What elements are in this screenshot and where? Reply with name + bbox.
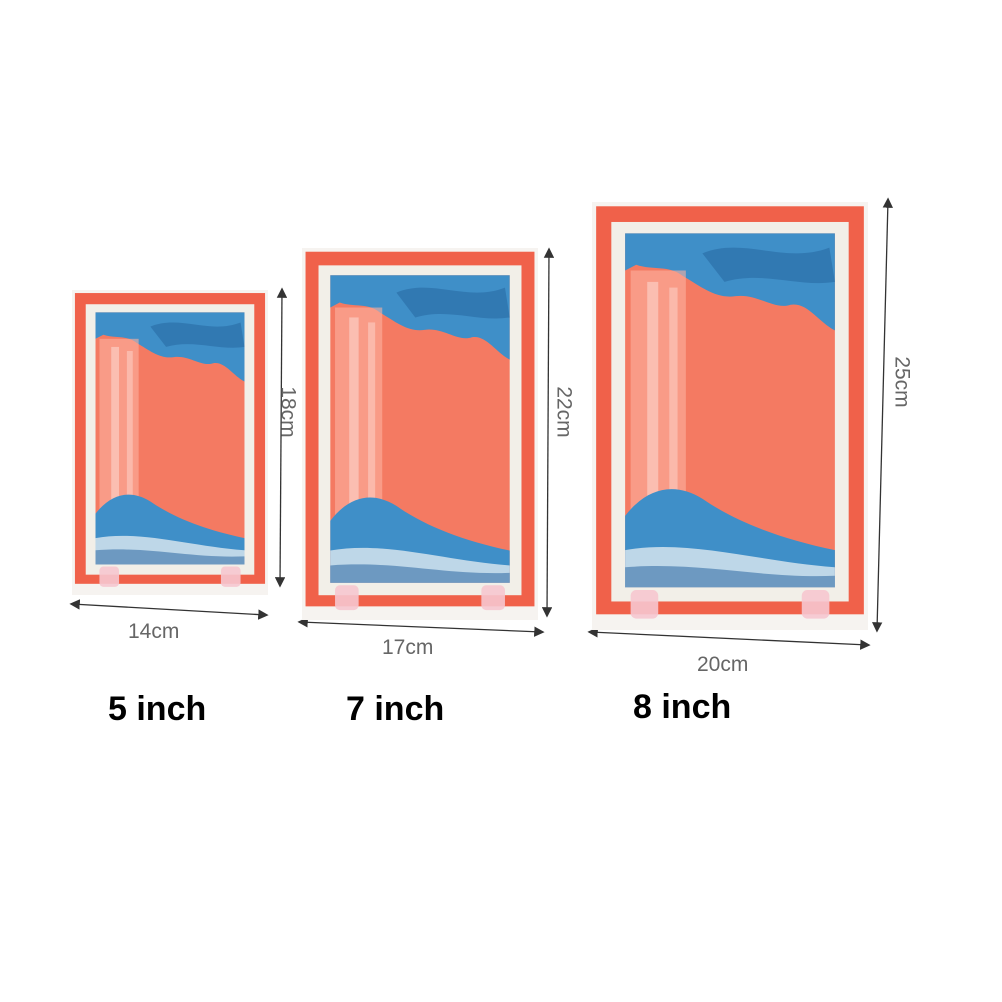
size-label-5-inch: 5 inch (108, 690, 207, 728)
width-label-8-inch: 20cm (697, 653, 749, 676)
sand-art-frame-5-inch (72, 290, 268, 595)
height-arrow-2 (541, 247, 555, 618)
stand-left (630, 590, 659, 619)
stand-right (801, 590, 830, 619)
sand-stream (335, 307, 383, 521)
sand-stream (630, 270, 686, 516)
width-arrow-1 (69, 599, 269, 620)
stand-left (335, 585, 359, 611)
size-label-8-inch: 8 inch (633, 688, 732, 726)
sand-art-frame-8-inch (592, 202, 868, 630)
height-label-7-inch: 22cm (552, 386, 576, 438)
stand-right (481, 585, 505, 611)
stand-right (220, 566, 241, 587)
stand-left (99, 566, 120, 587)
sand-stream (99, 338, 139, 514)
width-label-7-inch: 17cm (382, 636, 434, 659)
size-label-7-inch: 7 inch (346, 690, 445, 728)
sand-art-frame-7-inch (302, 248, 538, 620)
width-arrow-3 (587, 627, 871, 650)
width-label-5-inch: 14cm (128, 620, 180, 643)
width-arrow-2 (297, 617, 545, 637)
height-label-8-inch: 25cm (890, 356, 914, 408)
height-arrow-3 (872, 197, 893, 633)
height-label-5-inch: 18cm (276, 386, 300, 438)
